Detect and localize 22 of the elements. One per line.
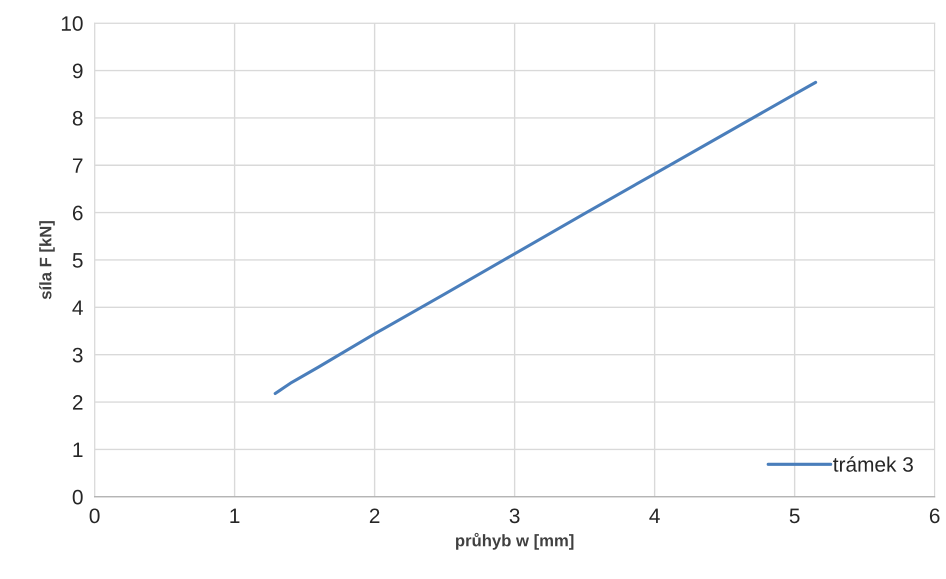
x-axis-title: průhyb w [mm]: [456, 532, 574, 550]
y-tick-label: 0: [72, 490, 83, 505]
y-tick-label: 2: [72, 395, 82, 410]
y-tick-label: 5: [72, 253, 83, 268]
y-tick-label: 1: [73, 442, 82, 457]
line-series: [274, 80, 818, 396]
y-tick-label: 9: [72, 64, 83, 78]
y-tick-label: 3: [72, 348, 83, 362]
legend-label: trámek 3: [833, 456, 913, 472]
x-tick-label: 2: [370, 508, 380, 523]
x-tick-label: 4: [649, 508, 660, 523]
y-axis-title: síla F [kN]: [39, 221, 55, 300]
x-tick-label: 5: [790, 508, 800, 524]
y-tick-label: 4: [72, 300, 83, 315]
y-tick-label: 7: [72, 158, 82, 173]
x-tick-label: 6: [930, 508, 940, 524]
y-tick-label: 8: [72, 110, 83, 126]
y-tick-label: 6: [72, 206, 83, 220]
x-tick-label: 3: [510, 508, 520, 524]
x-tick-label: 0: [90, 508, 100, 524]
x-tick-label: 1: [230, 508, 240, 523]
y-tick-label: 10: [62, 16, 83, 31]
